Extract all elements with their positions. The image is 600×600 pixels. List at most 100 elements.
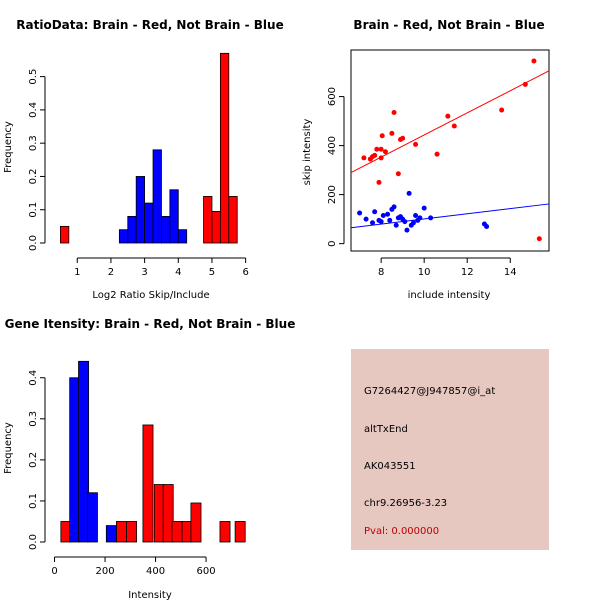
- intensity-scatter-point: [421, 205, 427, 211]
- ratio-histogram-x-tick-label: 1: [74, 267, 80, 278]
- ratio-histogram-x-tick-label: 2: [108, 267, 114, 278]
- intensity-scatter-point: [372, 209, 378, 215]
- intensity-scatter-point: [379, 133, 385, 139]
- intensity-scatter-frame: [350, 49, 550, 252]
- gene-intensity-histogram-y-tick-label: 0.4: [28, 370, 39, 386]
- gene-intensity-histogram-y-tick-label: 0.3: [28, 411, 39, 427]
- intensity-scatter-point: [378, 219, 384, 225]
- ratio-histogram-x-tick-label: 5: [209, 267, 215, 278]
- gene-intensity-histogram-x-tick-label: 200: [95, 566, 114, 577]
- ratio-histogram-title: RatioData: Brain - Red, Not Brain - Blue: [16, 18, 283, 32]
- intensity-scatter-point: [522, 81, 528, 87]
- gene-intensity-histogram-bar: [86, 492, 98, 543]
- intensity-scatter-point: [404, 227, 410, 233]
- intensity-scatter-point: [413, 141, 419, 147]
- intensity-scatter-point: [391, 204, 397, 210]
- ratio-histogram-y-tick-label: 0.4: [28, 102, 39, 118]
- intensity-scatter-point: [413, 212, 419, 218]
- intensity-scatter-x-tick-label: 8: [378, 267, 384, 278]
- ratio-histogram-bar: [127, 215, 137, 244]
- ratio-histogram-y-tick-label: 0.3: [28, 135, 39, 151]
- genomic-location: chr9.26956-3.23: [364, 498, 448, 509]
- ratio-histogram-bar: [211, 210, 221, 244]
- ratio-histogram-ylabel: Frequency: [3, 121, 14, 173]
- intensity-scatter-point: [378, 146, 384, 152]
- ratio-histogram-bar: [135, 176, 146, 244]
- intensity-scatter-point: [374, 146, 380, 152]
- gene-intensity-histogram-xlabel: Intensity: [128, 590, 172, 600]
- ratio-histogram-y-tick-label: 0.2: [28, 168, 39, 184]
- intensity-scatter-point: [400, 135, 406, 141]
- gene-intensity-histogram-ylabel: Frequency: [3, 422, 14, 474]
- intensity-scatter-point: [357, 210, 363, 216]
- ratio-histogram-bar: [169, 189, 179, 244]
- intensity-scatter-point: [361, 155, 367, 161]
- gene-intensity-histogram-bar: [162, 484, 174, 543]
- intensity-scatter-y-tick-label: 0: [327, 240, 338, 246]
- intensity-scatter-point: [393, 222, 399, 228]
- intensity-scatter-point: [434, 151, 440, 157]
- ratio-histogram-bar: [60, 225, 70, 244]
- intensity-scatter-point: [382, 149, 388, 155]
- gene-intensity-histogram-bar: [234, 521, 246, 543]
- ratio-histogram-bar: [228, 196, 238, 244]
- gene-intensity-histogram-y-tick-label: 0.1: [28, 493, 39, 509]
- ratio-histogram-y-tick-label: 0.1: [28, 202, 39, 218]
- intensity-scatter-point: [406, 190, 412, 196]
- intensity-scatter-point: [380, 212, 386, 218]
- intensity-scatter-point: [451, 123, 457, 129]
- intensity-scatter-point: [531, 58, 537, 64]
- intensity-scatter: Brain - Red, Not Brain - Blue include in…: [302, 18, 550, 301]
- intensity-scatter-xlabel: include intensity: [408, 290, 491, 301]
- intensity-scatter-point: [536, 236, 542, 242]
- intensity-scatter-point: [372, 152, 378, 158]
- ratio-histogram-bar: [144, 202, 154, 244]
- gene-intensity-histogram-bar: [105, 525, 117, 543]
- intensity-scatter-fit-line: [350, 203, 550, 229]
- p-value: Pval: 0.000000: [364, 526, 440, 537]
- gene-intensity-histogram-bar: [78, 360, 90, 543]
- gene-intensity-histogram-x-tick-label: 600: [197, 566, 216, 577]
- gene-intensity-histogram: Gene Itensity: Brain - Red, Not Brain - …: [3, 317, 295, 600]
- ratio-histogram-x-tick-label: 6: [242, 267, 248, 278]
- intensity-scatter-point: [363, 216, 369, 222]
- intensity-scatter-x-tick-label: 14: [504, 267, 517, 278]
- gene-intensity-histogram-y-tick-label: 0.2: [28, 452, 39, 468]
- ratio-histogram-y-tick-label: 0.0: [28, 235, 39, 251]
- gene-intensity-histogram-bar: [126, 521, 138, 543]
- intensity-scatter-y-tick-label: 200: [327, 185, 338, 204]
- intensity-scatter-point: [378, 155, 384, 161]
- ratio-histogram-bar: [219, 52, 230, 244]
- ratio-histogram-xlabel: Log2 Ratio Skip/Include: [92, 290, 209, 301]
- ratio-histogram-bar: [203, 196, 213, 244]
- gene-intensity-histogram-title: Gene Itensity: Brain - Red, Not Brain - …: [5, 317, 296, 331]
- intensity-scatter-x-tick-label: 10: [418, 267, 431, 278]
- intensity-scatter-point: [385, 211, 391, 217]
- gene-intensity-histogram-y-tick-label: 0.0: [28, 534, 39, 550]
- intensity-scatter-point: [391, 110, 397, 116]
- gene-intensity-histogram-x-tick-label: 400: [146, 566, 165, 577]
- gene-intensity-histogram-bar: [116, 521, 127, 543]
- intensity-scatter-point: [484, 223, 490, 229]
- gene-intensity-histogram-bar: [142, 424, 154, 543]
- gene-intensity-histogram-bar: [219, 521, 231, 543]
- intensity-scatter-point: [499, 107, 505, 113]
- ratio-histogram-y-tick-label: 0.5: [28, 69, 39, 85]
- intensity-scatter-point: [410, 220, 416, 226]
- ratio-histogram-x-tick-label: 3: [141, 267, 147, 278]
- intensity-scatter-point: [402, 219, 408, 225]
- ratio-histogram-bar: [177, 229, 188, 244]
- intensity-scatter-fit-line: [350, 70, 550, 174]
- intensity-scatter-point: [428, 215, 434, 221]
- ratio-histogram: RatioData: Brain - Red, Not Brain - Blue…: [3, 18, 284, 301]
- intensity-scatter-point: [370, 220, 376, 226]
- ratio-histogram-bar: [152, 149, 162, 244]
- ratio-histogram-bar: [161, 215, 171, 244]
- intensity-scatter-y-tick-label: 400: [327, 136, 338, 155]
- intensity-scatter-point: [387, 217, 393, 223]
- ratio-histogram-bar: [118, 229, 129, 244]
- intensity-scatter-point: [389, 130, 395, 136]
- intensity-scatter-x-tick-label: 12: [461, 267, 474, 278]
- probe-id: G7264427@J947857@i_at: [364, 386, 496, 397]
